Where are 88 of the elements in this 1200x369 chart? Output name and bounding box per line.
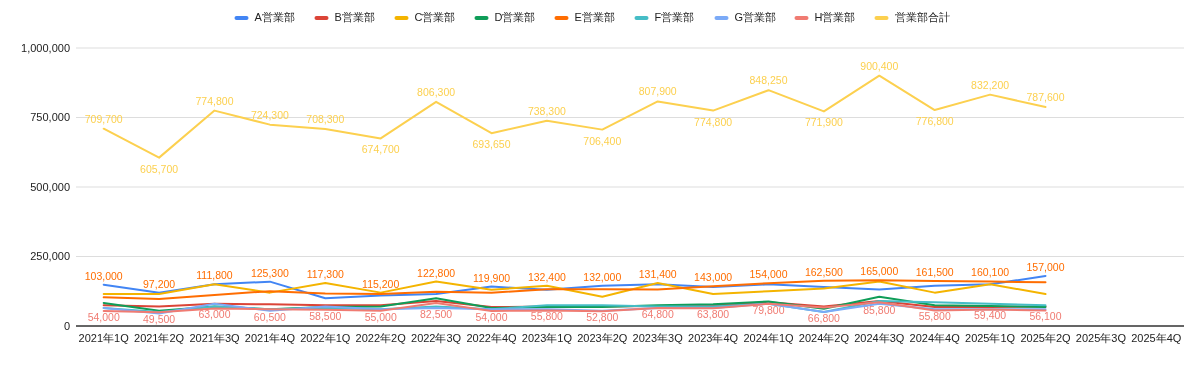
data-label: 161,500 (915, 266, 954, 279)
x-tick-label: 2022年4Q (466, 332, 518, 344)
data-label: 132,000 (583, 270, 622, 283)
x-tick-label: 2022年1Q (300, 332, 351, 344)
data-label: 162,500 (804, 265, 844, 278)
x-tick-label: 2021年2Q (134, 332, 185, 344)
legend-label: H営業部 (814, 11, 856, 24)
data-label: 125,300 (250, 266, 290, 279)
data-label: 157,000 (1026, 260, 1065, 273)
legend-label: B営業部 (334, 11, 375, 24)
data-label: 63,000 (198, 308, 231, 321)
data-label: 693,650 (472, 138, 511, 151)
x-tick-label: 2024年2Q (798, 332, 850, 344)
data-label: 674,700 (361, 143, 400, 156)
y-tick-label: 0 (63, 319, 70, 332)
data-label: 776,800 (915, 115, 954, 128)
data-label: 709,700 (84, 112, 123, 125)
data-label: 82,500 (420, 307, 453, 320)
x-tick-label: 2021年1Q (78, 332, 130, 344)
x-tick-label: 2023年1Q (521, 332, 573, 344)
data-label: 56,100 (1029, 310, 1062, 323)
y-tick-label: 1,000,000 (21, 41, 70, 54)
data-label: 64,800 (641, 307, 674, 320)
data-label: 848,250 (749, 74, 788, 87)
x-tick-label: 2025年2Q (1020, 332, 1072, 344)
data-label: 59,400 (974, 309, 1007, 322)
x-tick-label: 2025年3Q (1075, 332, 1127, 344)
data-label: 115,200 (362, 277, 400, 290)
data-label: 160,100 (971, 266, 1010, 279)
data-label: 49,500 (143, 313, 176, 326)
legend-label: F営業部 (654, 11, 695, 24)
data-label: 832,200 (971, 78, 1010, 91)
data-label: 774,800 (694, 115, 733, 128)
legend-label: 営業部合計 (894, 11, 950, 24)
data-label: 103,000 (84, 269, 123, 282)
data-label: 55,800 (918, 310, 951, 323)
data-label: 119,900 (472, 271, 511, 284)
data-label: 708,300 (306, 113, 345, 126)
x-tick-label: 2025年4Q (1131, 332, 1182, 344)
data-label: 66,800 (807, 312, 841, 325)
data-label: 117,300 (306, 267, 345, 280)
data-label: 63,800 (697, 308, 730, 321)
legend-label: E営業部 (574, 11, 615, 24)
data-label: 55,000 (364, 310, 397, 323)
legend-label: G営業部 (734, 11, 777, 24)
data-label: 771,900 (804, 116, 844, 129)
data-label: 52,800 (586, 311, 619, 324)
data-label: 132,400 (527, 270, 567, 283)
data-label: 111,800 (196, 269, 233, 282)
data-label: 154,000 (749, 268, 788, 281)
data-label: 787,600 (1026, 91, 1065, 104)
data-label: 54,000 (87, 310, 120, 323)
data-label: 724,300 (250, 108, 290, 121)
x-tick-label: 2023年3Q (632, 332, 684, 344)
data-label: 85,800 (863, 303, 896, 316)
data-label: 806,300 (417, 85, 456, 98)
legend-label: D営業部 (494, 11, 536, 24)
data-label: 605,700 (140, 162, 179, 175)
data-label: 738,300 (527, 104, 567, 117)
data-label: 807,900 (638, 85, 677, 98)
y-tick-label: 500,000 (30, 180, 70, 193)
legend-label: A営業部 (254, 11, 295, 24)
data-label: 122,800 (417, 266, 456, 279)
x-tick-label: 2022年3Q (411, 332, 462, 344)
x-tick-label: 2024年3Q (854, 332, 905, 344)
data-label: 97,200 (143, 277, 176, 290)
data-label: 774,800 (195, 94, 234, 107)
data-label: 60,500 (253, 310, 287, 323)
x-tick-label: 2022年2Q (355, 332, 407, 344)
data-label: 143,000 (694, 271, 733, 284)
data-label: 79,800 (752, 303, 785, 316)
x-tick-label: 2023年2Q (577, 332, 628, 344)
data-label: 55,800 (530, 310, 564, 323)
data-label: 131,400 (638, 267, 677, 280)
x-tick-label: 2021年4Q (244, 332, 296, 344)
legend-label: C営業部 (414, 11, 456, 24)
x-tick-label: 2024年1Q (743, 332, 795, 344)
x-tick-label: 2023年4Q (688, 332, 739, 344)
data-label: 54,000 (475, 310, 508, 323)
data-label: 900,400 (860, 59, 899, 72)
data-label: 706,400 (583, 134, 622, 147)
data-label: 58,500 (309, 309, 342, 322)
x-tick-label: 2024年4Q (909, 332, 961, 344)
y-tick-label: 750,000 (30, 111, 70, 124)
x-tick-label: 2021年3Q (189, 332, 241, 344)
x-tick-label: 2025年1Q (965, 332, 1016, 344)
y-tick-label: 250,000 (30, 250, 70, 263)
data-label: 165,000 (860, 265, 899, 278)
